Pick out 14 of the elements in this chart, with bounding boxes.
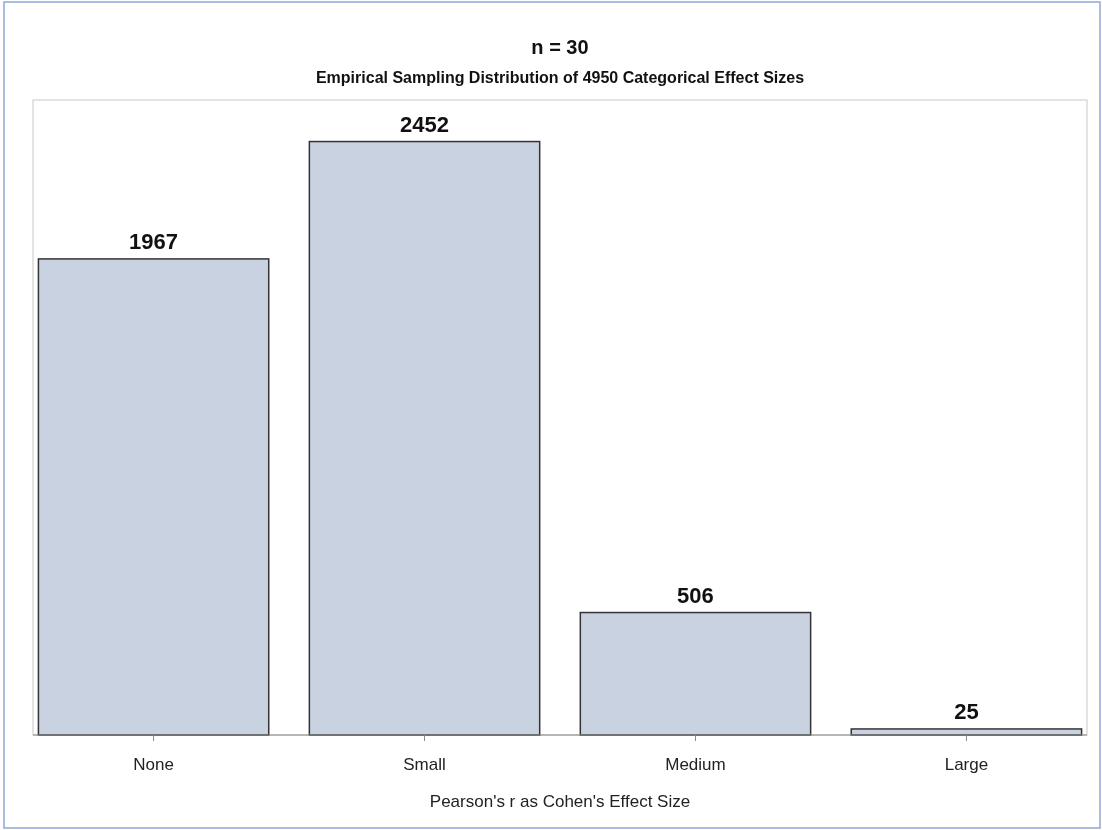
data-label: 2452 [400, 111, 449, 137]
bar [37, 258, 270, 736]
chart-title: n = 30 [531, 36, 589, 58]
data-label: 1967 [129, 228, 179, 254]
x-tick-label: Medium [665, 755, 726, 774]
data-label: 506 [677, 582, 714, 608]
data-label: 25 [954, 698, 979, 724]
x-tick-label: None [133, 755, 174, 774]
x-axis-title: Pearson's r as Cohen's Effect Size [429, 792, 691, 811]
x-tick-label: Small [403, 755, 446, 774]
bar [579, 611, 812, 736]
chart-subtitle: Empirical Sampling Distribution of 4950 Categorical Effect Sizes [315, 69, 805, 86]
x-tick-label: Large [944, 755, 989, 774]
bar [308, 140, 541, 736]
